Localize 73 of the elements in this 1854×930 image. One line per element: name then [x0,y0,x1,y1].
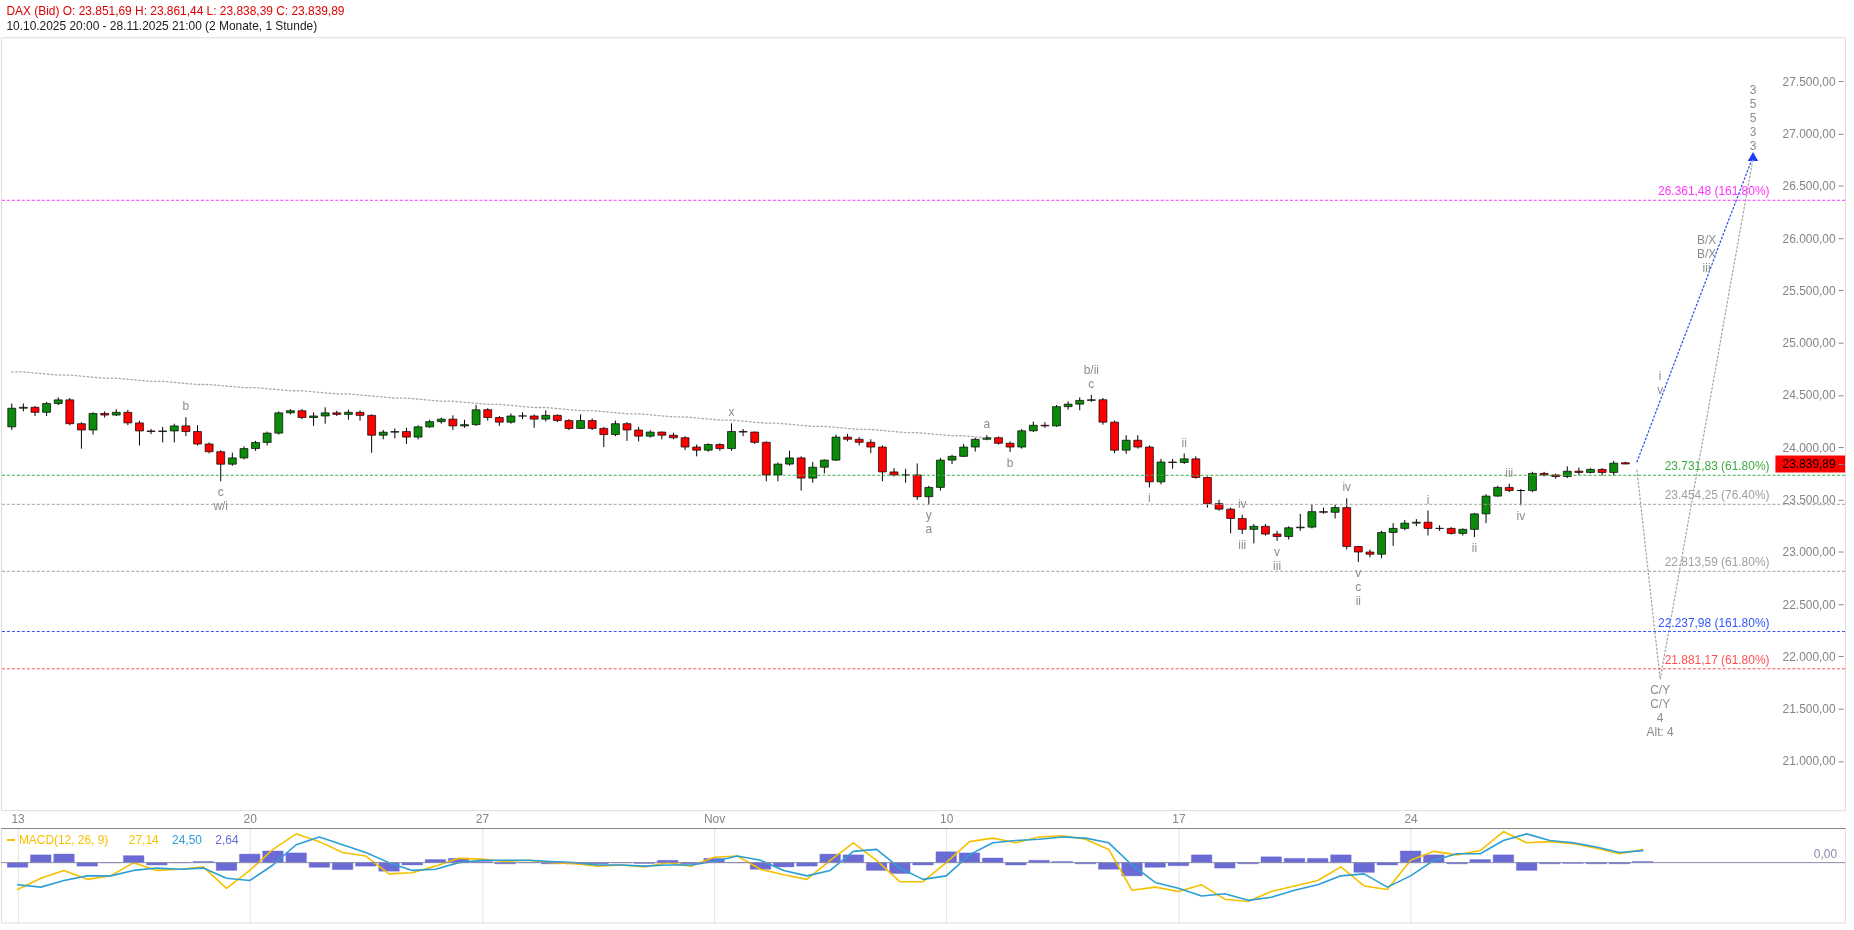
y-tick-label: 27.000,00 [1782,126,1836,141]
annotation: a [925,522,933,537]
annotation: B/X [1696,246,1717,261]
x-tick-label: 10 [940,811,954,826]
ref-line-label: 21.881,17 (61.80%) [1664,652,1770,667]
y-tick-label: 23.839,89 [1782,457,1836,472]
annotation: i [1658,368,1662,383]
annotation: c [1088,376,1095,391]
annotation: iv [1516,509,1526,524]
chart-subtitle: 10.10.2025 20:00 - 28.11.2025 21:00 (2 Monate, 1 Stunde) [6,19,318,34]
annotation: iii [1238,537,1247,552]
annotation: c [1355,579,1362,594]
annotation: 5 [1749,110,1757,125]
annotation: a [983,417,991,432]
annotation: v [1274,544,1281,559]
ref-line-label: 22.237,98 (161.80%) [1658,615,1770,630]
x-tick-label: Nov [703,811,726,826]
annotation: iv [1342,480,1352,495]
annotation: i [1148,491,1151,506]
ref-line-label: 22.813,59 (61.80%) [1664,555,1770,570]
y-tick-label: 26.000,00 [1782,231,1836,246]
x-tick-label: 20 [243,811,258,826]
y-tick-label: 26.500,00 [1782,179,1836,194]
annotation: b [1006,455,1014,470]
annotation: v [1657,382,1664,397]
annotation: w/i [212,499,229,514]
annotation: iii [1273,558,1282,573]
annotation: 3 [1749,82,1757,97]
y-tick-label: 21.000,00 [1782,754,1836,769]
series-label: 27,14 [128,832,160,847]
y-tick-label: 22.500,00 [1782,597,1836,612]
annotation: 5 [1749,96,1757,111]
series-label: 24,50 [172,832,203,847]
annotation: ii [1355,593,1361,608]
annotation: Alt: 4 [1646,725,1675,740]
ref-line-label: 0,00 [1813,846,1838,861]
x-tick-label: 13 [11,811,26,826]
annotation: iv [1237,496,1247,511]
annotation: 3 [1749,138,1757,153]
annotation: i [1426,492,1430,507]
y-tick-label: 25.500,00 [1782,283,1836,298]
ref-line-label: 23.454,25 (76.40%) [1664,488,1770,503]
annotation: c [217,485,224,500]
annotation: C/Y [1650,683,1671,698]
y-tick-label: 24.500,00 [1782,388,1836,403]
annotation: 4 [1656,711,1664,726]
x-tick-label: 17 [1172,811,1186,826]
y-tick-label: 24.000,00 [1782,440,1836,455]
annotation: ii [1181,435,1187,450]
annotation: b [182,399,190,414]
y-tick-label: 23.500,00 [1782,493,1836,508]
series-label: 2,64 [215,832,239,847]
y-tick-label: 21.500,00 [1782,702,1836,717]
y-tick-label: 27.500,00 [1782,74,1836,89]
annotation: x [728,405,735,420]
annotation: b/ii [1083,362,1099,377]
annotation: ii [1471,540,1478,555]
annotation: v [1355,565,1362,580]
y-tick-label: 22.000,00 [1782,649,1836,664]
ref-line-label: 26.361,48 (161.80%) [1658,184,1770,199]
annotation: B/X [1696,233,1717,248]
y-tick-label: 25.000,00 [1782,336,1836,351]
x-tick-label: 24 [1404,811,1419,826]
ref-line-label: 23.731,83 (61.80%) [1664,459,1770,474]
annotation: iii [1505,465,1514,480]
annotation: iii [1702,260,1711,275]
chart-title: DAX (Bid) O: 23.851,69 H: 23.861,44 L: 23.838,39 C: 23.839,89 [6,4,345,19]
legend-title: MACD(12, 26, 9) [18,832,109,847]
y-tick-label: 23.000,00 [1782,545,1836,560]
x-tick-label: 27 [475,811,490,826]
annotation: y [925,508,932,523]
annotation: 3 [1749,124,1757,139]
annotation: C/Y [1650,697,1671,712]
